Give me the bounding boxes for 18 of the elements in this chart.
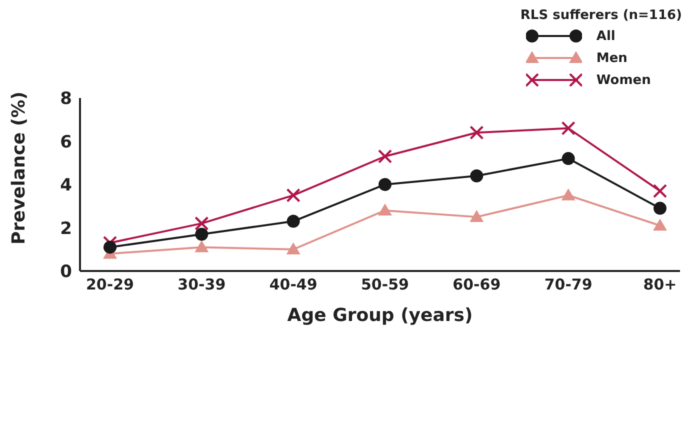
legend-label: All	[596, 28, 616, 44]
y-tick-label: 2	[60, 218, 72, 239]
y-tick-label: 0	[60, 262, 72, 282]
x-tick-label: 60-69	[452, 276, 501, 294]
legend-label: Women	[596, 72, 651, 88]
legend-title: RLS sufferers (n=116)	[520, 8, 682, 23]
x-tick-label: 20-29	[86, 276, 134, 294]
y-axis-title: Prevelance (%)	[8, 92, 30, 244]
y-tick-label: 6	[60, 132, 72, 152]
x-tick-label: 70-79	[544, 276, 592, 294]
x-axis-title: Age Group (years)	[287, 305, 473, 326]
y-tick-label: 4	[60, 176, 72, 196]
x-tick-label: 40-49	[269, 276, 318, 294]
legend-label: Men	[596, 50, 628, 66]
x-tick-label: 50-59	[361, 276, 409, 294]
x-tick-label: 80+	[643, 276, 677, 294]
x-tick-label: 30-39	[178, 276, 226, 294]
y-tick-label: 8	[60, 89, 72, 110]
